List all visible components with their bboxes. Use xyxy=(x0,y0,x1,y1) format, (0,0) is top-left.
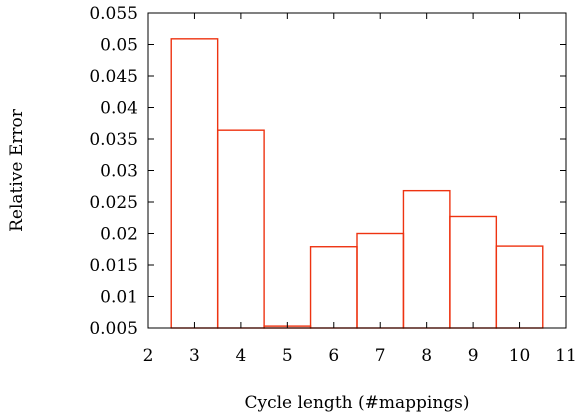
y-tick-label: 0.04 xyxy=(100,99,138,119)
x-tick-label: 3 xyxy=(189,346,200,366)
x-tick-label: 4 xyxy=(235,346,246,366)
y-tick-label: 0.05 xyxy=(100,36,138,56)
ticks xyxy=(147,12,567,329)
x-tick-label: 9 xyxy=(468,346,479,366)
y-tick-label: 0.01 xyxy=(100,288,138,308)
x-tick-label: 7 xyxy=(375,346,386,366)
bar-6 xyxy=(309,246,358,329)
bar-4 xyxy=(216,129,265,329)
bar-9 xyxy=(449,215,498,329)
x-tick-label: 6 xyxy=(328,346,339,366)
y-tick-label: 0.045 xyxy=(89,67,138,87)
y-tick-label: 0.005 xyxy=(89,319,138,339)
x-tick-label: 5 xyxy=(282,346,293,366)
y-tick-label: 0.025 xyxy=(89,193,138,213)
y-tick-label: 0.035 xyxy=(89,130,138,150)
y-tick-label: 0.03 xyxy=(100,162,138,182)
x-tick-label: 8 xyxy=(421,346,432,366)
x-tick-label: 2 xyxy=(143,346,154,366)
y-axis-label: Relative Error xyxy=(7,108,27,232)
y-tick-label: 0.055 xyxy=(89,4,138,24)
tick-labels: 2 3 4 5 6 7 8 9 10 11 0.005 0.01 0.015 0.02 0.025 0.03 0… xyxy=(89,4,575,366)
bar-7 xyxy=(356,232,405,329)
bar-8 xyxy=(402,189,451,329)
x-axis-label: Cycle length (#mappings) xyxy=(244,393,469,413)
y-tick-label: 0.02 xyxy=(100,225,138,245)
bar-10 xyxy=(495,245,544,329)
x-tick-label: 10 xyxy=(509,346,531,366)
bar-3 xyxy=(170,38,219,329)
x-tick-label: 11 xyxy=(555,346,575,366)
y-tick-label: 0.015 xyxy=(89,256,138,276)
bars xyxy=(170,38,544,329)
